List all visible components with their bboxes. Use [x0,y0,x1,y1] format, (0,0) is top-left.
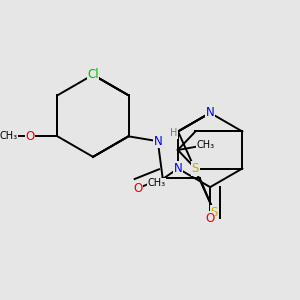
Text: N: N [174,162,182,175]
Text: N: N [206,106,214,119]
Text: CH₃: CH₃ [148,178,166,188]
Text: CH₃: CH₃ [196,140,214,150]
Text: Cl: Cl [87,68,99,81]
Text: S: S [211,206,218,219]
Text: O: O [26,130,35,143]
Text: S: S [192,162,199,175]
Text: CH₃: CH₃ [0,131,18,141]
Text: O: O [134,182,143,195]
Text: N: N [153,135,162,148]
Text: H: H [170,128,177,138]
Text: O: O [206,212,215,225]
